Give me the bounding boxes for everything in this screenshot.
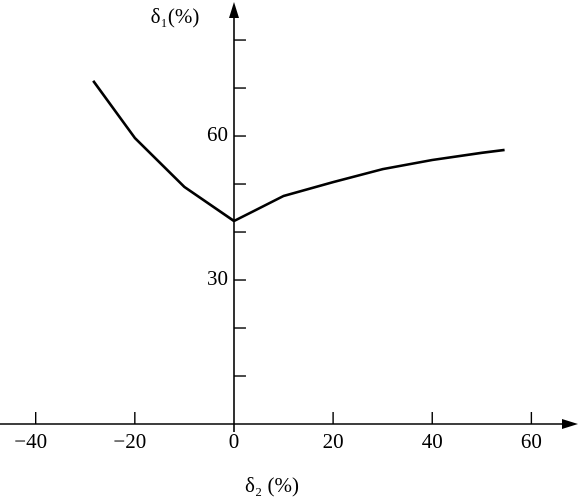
x-tick-label: 60 bbox=[521, 429, 542, 453]
y-axis-label: δ₁(%) bbox=[151, 4, 200, 28]
y-arrow bbox=[229, 2, 239, 18]
x-tick-label: 40 bbox=[422, 429, 443, 453]
y-tick-label: 30 bbox=[207, 266, 228, 290]
y-tick-label: 60 bbox=[207, 122, 228, 146]
x-tick-label: −20 bbox=[113, 429, 146, 453]
curve bbox=[92, 80, 505, 223]
x-axis-label: δ₂ (%) bbox=[245, 473, 299, 497]
x-tick-label: −40 bbox=[14, 429, 47, 453]
x-tick-label: 0 bbox=[229, 429, 240, 453]
x-arrow bbox=[562, 419, 578, 429]
x-tick-label: 20 bbox=[323, 429, 344, 453]
